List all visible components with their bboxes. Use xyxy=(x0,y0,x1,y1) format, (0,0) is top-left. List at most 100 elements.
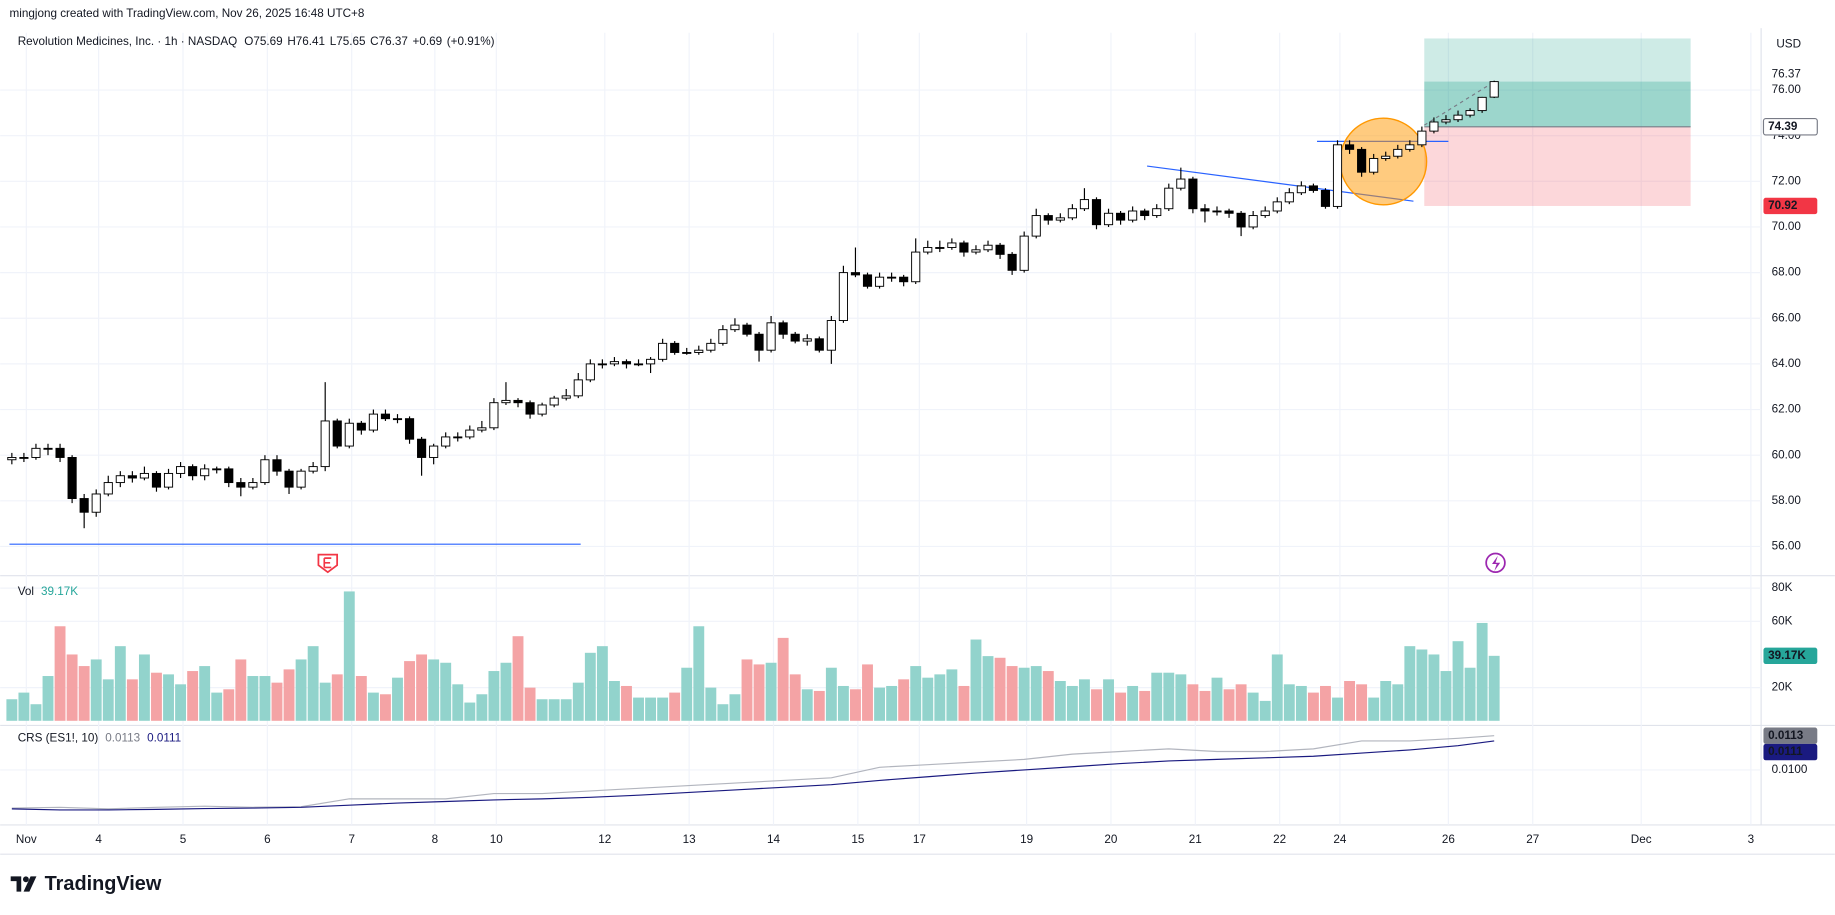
volume-value: 39.17K xyxy=(41,585,78,598)
candle-body xyxy=(513,399,523,404)
volume-bar xyxy=(90,659,102,721)
x-tick-label: 14 xyxy=(767,833,781,846)
crs-line xyxy=(11,735,1495,810)
entry-badge-border xyxy=(1762,118,1818,136)
x-tick-label: 15 xyxy=(851,833,865,846)
x-tick-label: Dec xyxy=(1631,833,1652,846)
candle-body xyxy=(272,459,282,472)
candle-body xyxy=(1332,144,1343,207)
candle-body xyxy=(163,472,174,488)
y-tick-label: 66.00 xyxy=(1772,311,1802,324)
candle-body xyxy=(1320,189,1331,207)
volume-bar xyxy=(645,697,657,721)
crs-line xyxy=(11,740,1495,811)
candle-body xyxy=(549,397,559,406)
volume-bar xyxy=(1259,700,1271,721)
volume-name: Vol xyxy=(18,585,34,598)
candle-body xyxy=(224,468,234,484)
y-tick-label: 76.00 xyxy=(1772,83,1802,96)
volume-bar xyxy=(235,659,247,721)
symbol-title: Revolution Medicines, Inc. · 1h · NASDAQ xyxy=(18,35,238,48)
volume-bar xyxy=(18,692,30,721)
volume-bar xyxy=(138,654,150,721)
volume-bar xyxy=(343,591,355,721)
volume-bar xyxy=(452,684,464,721)
candle-body xyxy=(790,333,800,342)
candle-body xyxy=(151,472,162,488)
x-tick-label: 10 xyxy=(490,833,504,846)
earnings-marker[interactable] xyxy=(317,553,339,574)
x-tick-label: 13 xyxy=(683,833,696,846)
y-tick-label: 72.00 xyxy=(1772,174,1802,187)
candle-body xyxy=(489,402,499,429)
candle-body xyxy=(1091,199,1102,226)
volume-badge-bg xyxy=(1763,647,1818,665)
volume-bar xyxy=(1006,666,1018,721)
candle-body xyxy=(368,413,378,431)
volume-bar xyxy=(874,687,885,721)
event-bolt xyxy=(1492,555,1501,571)
crs xyxy=(11,735,1495,811)
candle-body xyxy=(1152,208,1162,217)
x-tick-label: 26 xyxy=(1442,833,1455,846)
candle-body xyxy=(826,320,836,351)
volume-bar xyxy=(1235,684,1247,721)
volume-bar xyxy=(1066,685,1078,721)
candle-body xyxy=(200,468,210,477)
volume-bar xyxy=(862,664,873,721)
volume-bar xyxy=(994,657,1006,721)
volume-bar xyxy=(114,646,126,721)
candle-body xyxy=(1308,185,1318,191)
candle-body xyxy=(814,338,824,351)
volume-bar xyxy=(1078,679,1090,721)
y-tick-label: 68.00 xyxy=(1772,266,1802,279)
candle-body xyxy=(670,342,680,353)
volume-bar xyxy=(1163,672,1175,721)
x-tick-label: 20 xyxy=(1104,833,1118,846)
volume-bar xyxy=(1332,697,1343,721)
candle-body xyxy=(1393,148,1403,157)
volume-bar xyxy=(1283,684,1295,721)
volume-bar xyxy=(54,626,66,721)
crs-badge-bg xyxy=(1763,727,1818,744)
volume-bar xyxy=(1295,685,1307,721)
volume-bar xyxy=(175,684,187,721)
volume-bar xyxy=(78,666,90,721)
volume-bar xyxy=(66,654,78,721)
crs-tick-label: 0.0100 xyxy=(1772,763,1808,776)
volume-bar xyxy=(584,652,596,721)
volume-bar xyxy=(1356,684,1368,721)
volume-bar xyxy=(271,682,283,721)
volume-bar xyxy=(488,671,500,721)
volume-bar xyxy=(416,654,428,721)
logo-mark xyxy=(10,876,22,892)
logo-mark xyxy=(23,876,37,892)
y-tick-label: 64.00 xyxy=(1772,357,1802,370)
volume-bar xyxy=(211,692,223,721)
volume-bar xyxy=(1320,685,1331,721)
volume-bar xyxy=(1054,680,1066,721)
candle-body xyxy=(453,436,463,439)
candle-body xyxy=(923,247,933,253)
volume-bar xyxy=(1175,674,1187,721)
volume-bar xyxy=(404,661,415,721)
candle-body xyxy=(778,322,788,335)
volume-bar xyxy=(1091,689,1102,721)
volume-bar xyxy=(669,692,681,721)
event-marker[interactable] xyxy=(1485,552,1506,574)
candle-body xyxy=(115,475,125,484)
candle-body xyxy=(477,427,487,431)
volume-bar xyxy=(1247,692,1259,721)
candle-body xyxy=(633,363,644,366)
candle-body xyxy=(1345,144,1355,150)
volume-tick-label: 80K xyxy=(1772,581,1793,594)
x-tick-label: 8 xyxy=(432,833,439,846)
volume-bar xyxy=(102,679,114,721)
candle-body xyxy=(284,470,294,488)
candle-body xyxy=(260,459,270,484)
candle-body xyxy=(296,470,306,488)
candle-body xyxy=(501,399,511,404)
candle-body xyxy=(441,436,451,447)
volume-bar xyxy=(1368,697,1380,721)
